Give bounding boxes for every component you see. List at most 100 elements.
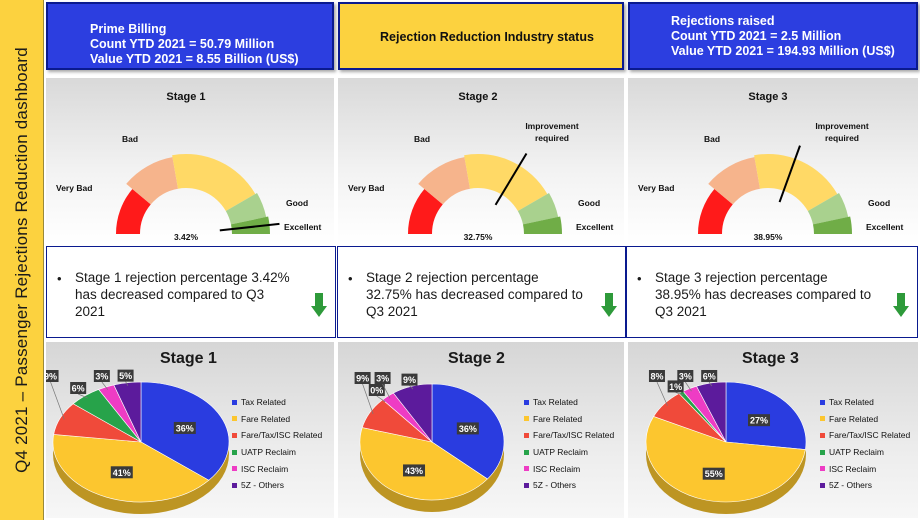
stage-1-pie-chart: 36% 41% 9% 6% 3% 5% [46, 369, 230, 514]
legend-label: UATP Reclaim [241, 447, 296, 458]
legend-item: ISC Reclaim [232, 460, 332, 477]
pie-slice [113, 381, 142, 443]
legend-item: Fare/Tax/ISC Related [820, 427, 920, 444]
stage-2-pie-panel: 36% 43% 9% 0% 3% 9% Stage 2 Tax Related Fare R… [338, 342, 624, 518]
legend-swatch [232, 399, 237, 405]
excellent-label: Excellent [866, 222, 903, 232]
pie-data-label: 55% [705, 469, 723, 479]
improvement-label: Improvement [815, 121, 869, 131]
pie-data-label-box [748, 414, 771, 427]
down-arrow-icon [601, 293, 617, 317]
pie-title: Stage 3 [742, 350, 799, 367]
legend-swatch [524, 466, 529, 472]
stage-2-statement: Stage 2 rejection percentage 32.75% has … [366, 270, 583, 319]
excellent-label: Excellent [284, 222, 321, 232]
pie-leader-line [125, 381, 129, 386]
legend-swatch [232, 416, 237, 422]
legend-label: Tax Related [533, 397, 578, 408]
gauge-title: Stage 3 [748, 91, 787, 103]
gauge-zone-excellent [812, 216, 852, 234]
pie-leader-line [685, 381, 692, 392]
legend-item: Tax Related [232, 394, 332, 411]
stage-3-pie-chart: 27% 55% 8% 1%3% 6% [645, 369, 807, 514]
very-bad-label: Very Bad [638, 183, 674, 193]
stage-3-pie-panel: 27% 55% 8% 1% 3% 6% Stage 3 Tax Related Fare R… [628, 342, 918, 518]
pie-data-label-box [368, 384, 385, 396]
legend-label: Tax Related [241, 397, 286, 408]
pie-data-label-box [93, 370, 110, 382]
gauge-zone-bad [708, 157, 761, 205]
improvement-label: required [825, 133, 859, 143]
gauge-title: Stage 2 [458, 91, 497, 103]
legend-swatch [232, 432, 237, 438]
stage-2-pie-chart: 36%43%9%0%3% 9% [354, 372, 505, 512]
legend-swatch [524, 482, 529, 488]
pie-leader-line [78, 393, 88, 399]
legend-item: 5Z - Others [820, 477, 920, 494]
pie-data-label: 1% [669, 382, 682, 392]
gauge-zone-bad [126, 157, 179, 205]
gauge-value-label: 32.75% [464, 232, 493, 242]
legend-swatch [820, 466, 825, 472]
gauge-zone-improvement [172, 154, 256, 211]
legend-item: Fare Related [524, 411, 624, 428]
gauge-zone-very-bad [408, 189, 443, 234]
bullet: • [57, 271, 62, 286]
stage-1-gauge-panel: Stage 1 3.42% Very Bad Bad Good Excellent [46, 78, 334, 244]
stage-3-statement: Stage 3 rejection percentage 38.95% has … [655, 270, 872, 319]
legend-label: UATP Reclaim [533, 447, 588, 458]
legend-label: 5Z - Others [533, 480, 576, 491]
legend-item: ISC Reclaim [524, 460, 624, 477]
down-arrow-icon [893, 293, 909, 317]
gauge-title: Stage 1 [166, 91, 205, 103]
pie-data-label-box [173, 421, 196, 434]
gauge-zone-excellent [522, 216, 562, 234]
pie-data-label-box [648, 370, 665, 382]
pie-data-label: 9% [46, 372, 57, 382]
pie-data-label-box [46, 370, 59, 382]
pie-data-label-box [374, 372, 391, 384]
legend-label: Fare/Tax/ISC Related [829, 430, 911, 441]
pie-leader-line [708, 381, 713, 387]
rejections-raised-header: Rejections raised Count YTD 2021 = 2.5 M… [628, 2, 918, 70]
very-bad-label: Very Bad [56, 183, 92, 193]
legend-label: ISC Reclaim [829, 463, 877, 474]
legend-label: ISC Reclaim [533, 463, 581, 474]
pie-data-label: 3% [679, 372, 692, 382]
legend-label: ISC Reclaim [241, 463, 289, 474]
bullet: • [348, 271, 353, 286]
legend-swatch [820, 482, 825, 488]
legend-label: UATP Reclaim [829, 447, 884, 458]
legend-item: 5Z - Others [232, 477, 332, 494]
pie-data-label: 27% [750, 416, 768, 426]
legend-swatch [820, 416, 825, 422]
good-label: Good [578, 198, 600, 208]
legend-swatch [524, 432, 529, 438]
legend-item: UATP Reclaim [524, 444, 624, 461]
pie-data-label: 9% [403, 375, 416, 385]
header-line: Value YTD 2021 = 194.93 Million (US$) [671, 44, 895, 58]
pie-data-label: 9% [356, 374, 369, 384]
stage-2-statement-panel: • Stage 2 rejection percentage 32.75% ha… [337, 246, 626, 338]
stage-3-statement-panel: • Stage 3 rejection percentage 38.95% ha… [626, 246, 918, 338]
excellent-label: Excellent [576, 222, 613, 232]
pie-slice [645, 416, 806, 503]
pie-data-label: 8% [650, 372, 663, 382]
pie-legend: Tax Related Fare Related Fare/Tax/ISC Rela… [820, 394, 920, 494]
pie-data-label-box [701, 369, 718, 382]
gauge-zone-good [517, 193, 559, 225]
pie-leader-line [101, 381, 109, 390]
down-arrow-icon [311, 293, 327, 317]
pie-data-label: 36% [459, 424, 477, 434]
pie-data-label-box [70, 382, 87, 394]
pie-data-label-box [456, 422, 479, 435]
pie-legend: Tax Related Fare Related Fare/Tax/ISC Rela… [232, 394, 332, 494]
stage-2-gauge-chart: Stage 2 32.75% Very Bad Bad Good Excellent Imp… [348, 91, 613, 242]
legend-swatch [820, 432, 825, 438]
legend-swatch [232, 482, 237, 488]
stage-3-gauge-chart: Stage 3 38.95% Very Bad Bad Good Excellent Imp… [638, 91, 903, 242]
pie-slice [392, 383, 433, 443]
gauge-needle [219, 222, 280, 232]
legend-label: Tax Related [829, 397, 874, 408]
pie-data-label-box [667, 380, 684, 393]
